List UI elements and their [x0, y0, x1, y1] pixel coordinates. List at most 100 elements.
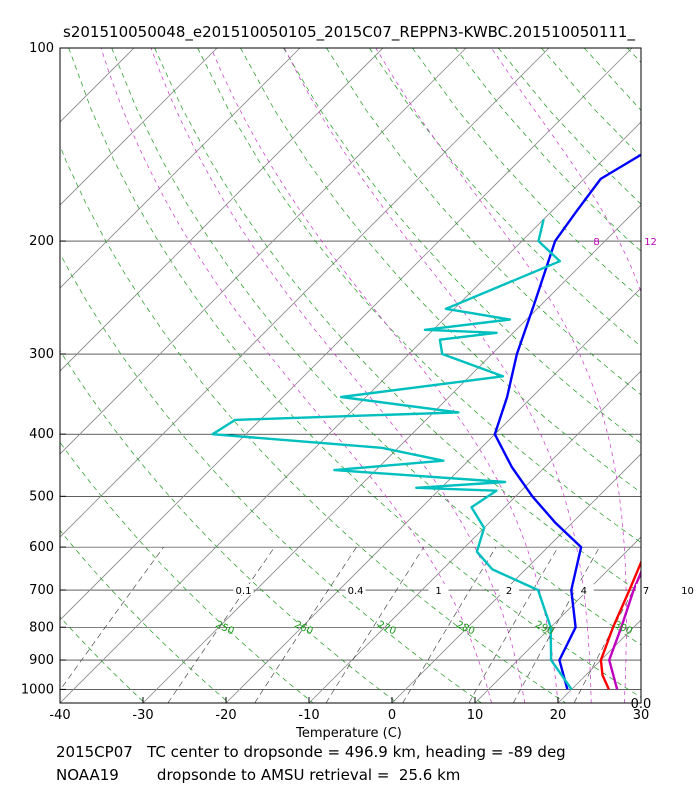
label-bg [499, 584, 520, 596]
isotherm-line [60, 48, 135, 123]
x-tick-label: -40 [49, 708, 70, 723]
dry-adiabat-line [283, 48, 641, 444]
mixing-ratio-line [468, 546, 559, 703]
series-line-3 [211, 219, 573, 691]
series-line-0 [599, 559, 641, 690]
x-tick-label: 0 [388, 708, 396, 723]
mixing-ratio-line [167, 546, 275, 703]
mixing-ratio-label: 4 [581, 586, 587, 597]
mixing-ratio-line [402, 546, 497, 703]
dry-adiabat-line [154, 48, 641, 594]
x-tick-label: 10 [467, 708, 484, 723]
isotherm-line [60, 121, 641, 703]
isotherm-line [0, 48, 51, 703]
footer-line-1: 2015CP07 TC center to dropsonde = 496.9 … [56, 743, 566, 761]
y-tick-label: 200 [29, 234, 54, 249]
dry-adiabat-line [583, 48, 641, 111]
isotherm-line [60, 48, 633, 621]
plot-frame [59, 47, 642, 704]
dry-adiabat-line [68, 48, 641, 698]
y-tick-label: 700 [29, 583, 54, 598]
dry-adiabat-line [60, 252, 482, 703]
x-tick-label: -30 [132, 708, 153, 723]
mixing-ratio-line [254, 546, 357, 703]
isotherm-line [60, 48, 218, 206]
mixing-ratio-label: 7 [643, 586, 649, 597]
dry-adiabat-label: 300 [612, 619, 634, 637]
isotherm-line [60, 48, 384, 372]
dry-adiabat-line [60, 701, 61, 703]
dry-adiabat-line [60, 144, 566, 703]
sounding-series [211, 153, 641, 691]
mixing-ratio-line [325, 546, 425, 703]
isotherm-line [474, 536, 641, 703]
background-grid [0, 48, 700, 703]
mixing-ratio-line [60, 546, 164, 691]
mixing-ratio-label: 10 [681, 586, 694, 597]
y-tick-label: 800 [29, 620, 54, 635]
dry-adiabat-line [498, 48, 641, 205]
x-tick-label: 30 [633, 708, 650, 723]
series-line-1 [608, 569, 641, 690]
moist-adiabat-label: 8 [593, 237, 599, 248]
dry-adiabat-line [111, 48, 641, 646]
dry-adiabat-line [541, 48, 641, 158]
isotherm-line [60, 48, 467, 455]
moist-adiabat-line [100, 48, 492, 703]
isotherm-line [308, 370, 641, 703]
dry-adiabat-line [626, 48, 641, 63]
isotherm-line [391, 453, 641, 703]
isotherm-line [640, 702, 641, 703]
y-tick-label: 600 [29, 540, 54, 555]
dry-adiabat-line [60, 441, 314, 703]
chart-title: s201510050048_e201510050105_2015C07_REPP… [63, 23, 635, 42]
mixing-ratio-label: 0.4 [348, 586, 364, 597]
mixing-ratio-line [512, 546, 600, 703]
moist-adiabat-line [284, 48, 592, 703]
y-tick-label: 1000 [21, 682, 54, 697]
moist-adiabat-line [150, 48, 526, 703]
label-bg [677, 584, 698, 596]
label-bg [573, 584, 594, 596]
label-bg [233, 584, 254, 596]
dry-adiabat-line [60, 616, 146, 703]
mixing-ratio-label: 0.1 [236, 586, 252, 597]
dry-adiabat-label: 260 [293, 619, 315, 637]
grid-labels: 81216202428320.10.4124710162502602702802… [214, 237, 698, 637]
dry-adiabat-line [240, 48, 641, 493]
y-tick-label: 500 [29, 489, 54, 504]
y-tick-label: 400 [29, 427, 54, 442]
moist-adiabat-line [375, 48, 627, 703]
label-bg [428, 584, 449, 596]
corner-label: 0.0 [631, 697, 652, 712]
dry-adiabat-line [455, 48, 641, 252]
footer-line-2: NOAA19 dropsonde to AMSU retrieval = 25.… [56, 766, 461, 784]
x-axis-label: Temperature (C) [295, 726, 402, 741]
dry-adiabat-line [326, 48, 641, 396]
dry-adiabat-line [670, 48, 700, 703]
label-bg [345, 584, 366, 596]
series-line-2 [493, 153, 641, 690]
isotherm-line [60, 48, 301, 289]
moist-adiabat-line [210, 48, 559, 703]
x-tick-label: 20 [550, 708, 567, 723]
y-tick-label: 900 [29, 653, 54, 668]
label-bg [636, 584, 657, 596]
mixing-ratio-label: 1 [435, 586, 441, 597]
y-tick-label: 100 [29, 41, 54, 56]
axes: -40 -30 -20 -10 0 10 20 30 100 200 300 400 500 600 700… [21, 41, 651, 723]
dry-adiabat-line [60, 529, 230, 703]
mixing-ratio-label: 2 [506, 586, 512, 597]
dry-adiabat-line [369, 48, 641, 347]
x-tick-label: -20 [215, 708, 236, 723]
dry-adiabat-line [197, 48, 641, 544]
dry-adiabat-label: 250 [214, 619, 236, 637]
x-tick-label: -10 [298, 708, 319, 723]
moist-adiabat-label: 12 [644, 237, 657, 248]
moist-adiabat-line [491, 48, 641, 294]
isotherm-line [225, 287, 641, 703]
dry-adiabat-label: 270 [376, 619, 398, 637]
y-tick-label: 300 [29, 347, 54, 362]
isotherm-line [60, 48, 550, 538]
